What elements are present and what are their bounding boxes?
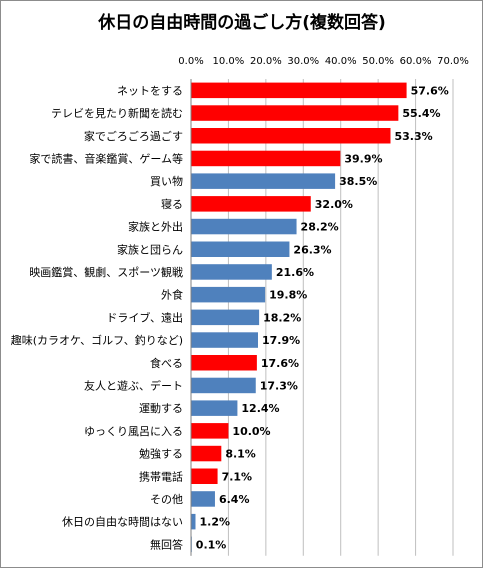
value-label: 32.0% (315, 198, 353, 211)
bar (191, 286, 266, 303)
value-label: 19.8% (269, 289, 307, 302)
bar (191, 513, 196, 530)
bar (191, 423, 229, 439)
bar (191, 309, 260, 326)
category-labels: ネットをするテレビを見たり新聞を読む家でごろごろ過ごす家で読書、音楽鑑賞、ゲーム… (11, 84, 183, 551)
category-label: ネットをする (117, 84, 183, 97)
category-label: 家族と団らん (117, 242, 183, 256)
x-axis-ticks: 0.0% 10.0% 20.0% 30.0% 40.0% 50.0% 60.0% 70.0% (178, 56, 469, 67)
bar (191, 400, 238, 416)
value-label: 18.2% (263, 311, 301, 324)
chart-title: 休日の自由時間の過ごし方(複数回答) (97, 12, 386, 33)
category-label: 休日の自由な時間はない (62, 515, 183, 529)
category-label: ゆっくり風呂に入る (84, 425, 183, 438)
category-label: 寝る (161, 197, 183, 211)
category-label: テレビを見たり新聞を読む (51, 106, 183, 120)
value-label: 7.1% (222, 470, 253, 483)
bar (191, 128, 391, 144)
category-label: 勉強する (139, 447, 183, 461)
x-tick-label: 0.0% (178, 56, 203, 67)
category-label: その他 (150, 493, 183, 506)
category-label: 外食 (161, 288, 183, 302)
x-tick-label: 50.0% (362, 56, 394, 67)
bar (191, 491, 215, 507)
bar (191, 468, 218, 484)
x-tick-label: 30.0% (287, 56, 319, 67)
value-label: 12.4% (241, 402, 279, 415)
value-label: 53.3% (394, 130, 432, 143)
value-label: 38.5% (339, 175, 377, 188)
value-label: 0.1% (196, 538, 227, 551)
category-label: 食べる (150, 356, 183, 370)
category-label: 趣味(カラオケ、ゴルフ、釣りなど) (11, 333, 183, 347)
x-tick-label: 70.0% (437, 56, 469, 67)
bars (191, 82, 407, 553)
value-label: 57.6% (411, 84, 449, 97)
category-label: 友人と遊ぶ、デート (84, 378, 183, 392)
value-label: 39.9% (344, 152, 382, 165)
category-label: 家で読書、音楽鑑賞、ゲーム等 (29, 151, 183, 165)
category-label: 無回答 (150, 537, 183, 551)
bar (191, 264, 272, 280)
bar (191, 377, 256, 394)
value-label: 55.4% (402, 107, 440, 120)
value-label: 1.2% (199, 516, 230, 529)
value-label: 17.3% (260, 379, 298, 392)
x-tick-label: 60.0% (400, 56, 432, 67)
value-label: 17.9% (262, 334, 300, 347)
value-label: 21.6% (276, 266, 314, 279)
value-label: 8.1% (225, 448, 256, 461)
bar (191, 241, 290, 257)
bar (191, 150, 341, 167)
category-label: 運動する (139, 401, 183, 415)
category-label: 買い物 (150, 174, 183, 188)
category-label: ドライブ、遠出 (106, 310, 183, 324)
bar (191, 82, 407, 99)
bar (191, 332, 258, 348)
value-label: 6.4% (219, 493, 250, 506)
value-labels: 57.6% 55.4% 53.3% 39.9% 38.5% 32.0% 28.2% 26.3%… (196, 84, 449, 551)
category-label: 家族と外出 (128, 220, 183, 234)
bar (191, 218, 297, 235)
bar (191, 105, 399, 121)
value-label: 28.2% (301, 221, 339, 234)
value-label: 10.0% (232, 425, 270, 438)
category-label: 家でごろごろ過ごす (84, 129, 183, 143)
category-label: 映画鑑賞、観劇、スポーツ観戦 (29, 265, 183, 279)
x-tick-label: 10.0% (213, 56, 245, 67)
value-label: 17.6% (261, 357, 299, 370)
bar (191, 445, 222, 462)
x-tick-label: 20.0% (250, 56, 282, 67)
x-tick-label: 40.0% (325, 56, 357, 67)
bar (191, 355, 257, 371)
bar (191, 173, 336, 189)
category-label: 携帯電話 (139, 469, 183, 483)
bar (191, 196, 311, 212)
value-label: 26.3% (293, 243, 331, 256)
